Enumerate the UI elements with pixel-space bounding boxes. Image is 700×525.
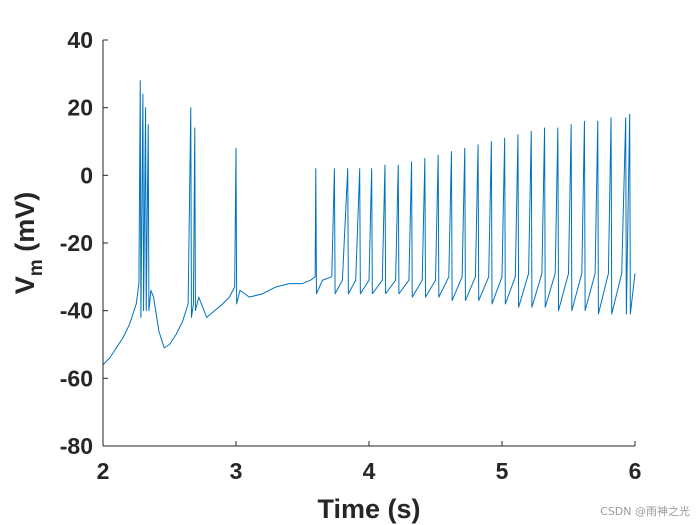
y-tick-label: -40	[60, 298, 93, 324]
x-tick-label: 5	[496, 458, 509, 484]
y-axis-label-unit: (mV)	[10, 192, 40, 260]
y-tick-label: -80	[60, 433, 93, 459]
y-tick-label: 40	[67, 27, 93, 53]
x-tick-label: 2	[97, 458, 110, 484]
x-axis-label: Time (s)	[317, 494, 420, 524]
x-tick-label: 3	[230, 458, 243, 484]
watermark: CSDN @雨神之光	[600, 505, 690, 518]
y-axis-label: Vm (mV)	[10, 192, 47, 294]
y-tick-label: -60	[60, 365, 93, 391]
x-tick-label: 6	[629, 458, 642, 484]
y-axis-label-main: V	[10, 276, 40, 294]
membrane-voltage-line	[102, 80, 636, 366]
y-tick-label: 20	[67, 95, 93, 121]
axes	[102, 39, 636, 447]
x-tick-label: 4	[363, 458, 376, 484]
y-axis-label-sub: m	[26, 259, 47, 276]
plot-area	[102, 80, 636, 366]
y-tick-label: -20	[60, 230, 93, 256]
tick-labels: 2 3 4 5 6 -80 -60 -40 -20 0 20 40	[60, 27, 642, 484]
y-tick-label: 0	[80, 162, 93, 188]
